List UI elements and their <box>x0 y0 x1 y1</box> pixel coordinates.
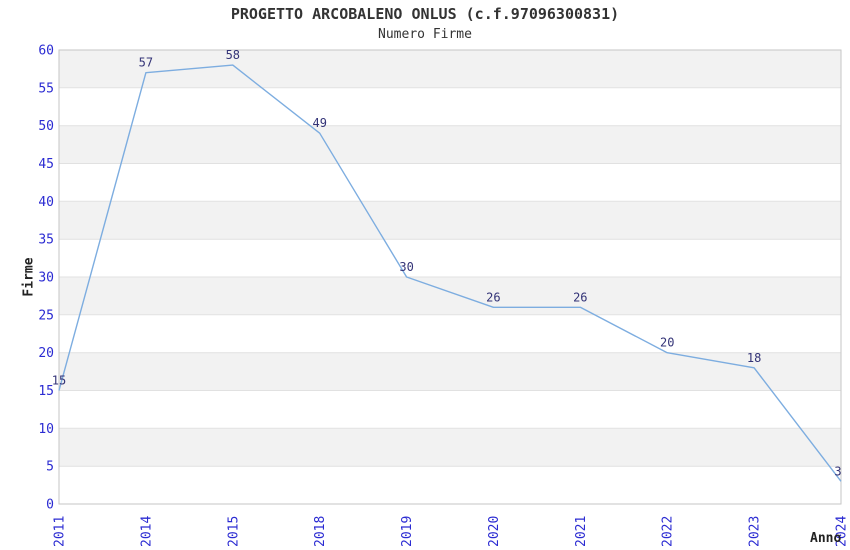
x-tick-label: 2023 <box>748 516 763 547</box>
data-point-label: 49 <box>312 116 326 130</box>
y-tick-label: 5 <box>46 460 54 475</box>
plot-band <box>59 466 841 504</box>
y-tick-label: 40 <box>38 195 54 210</box>
data-line <box>58 64 842 482</box>
plot-band <box>59 390 841 429</box>
x-tick-label: 2020 <box>487 516 502 547</box>
x-tick-label: 2019 <box>400 516 415 547</box>
y-tick-label: 10 <box>38 422 54 437</box>
plot-band <box>59 50 841 88</box>
data-point-label: 18 <box>747 351 761 365</box>
x-tick-label: 2022 <box>661 516 676 547</box>
chart-subtitle: Numero Firme <box>378 27 472 42</box>
x-tick-label: 2024 <box>835 516 850 547</box>
plot-band <box>59 163 841 202</box>
plot-band <box>59 277 841 315</box>
y-tick-label: 25 <box>38 308 54 323</box>
y-tick-label: 20 <box>38 346 54 361</box>
plot-band <box>59 239 841 277</box>
y-tick-label: 60 <box>38 44 54 59</box>
plot-border <box>58 49 842 505</box>
data-point-label: 26 <box>486 290 500 304</box>
plot-band <box>59 125 841 164</box>
chart-title: PROGETTO ARCOBALENO ONLUS (c.f.970963008… <box>230 5 620 23</box>
data-point-label: 3 <box>834 464 841 478</box>
y-tick-label: 15 <box>38 384 54 399</box>
plot-band <box>59 428 841 467</box>
data-point-label: 26 <box>573 290 587 304</box>
plot-band <box>59 352 841 391</box>
y-tick-label: 55 <box>38 81 54 96</box>
x-tick-label: 2014 <box>139 516 154 547</box>
data-point-label: 20 <box>660 336 674 350</box>
x-axis-label: Anno <box>810 531 842 546</box>
plot-band <box>59 314 841 353</box>
x-tick-label: 2018 <box>313 516 328 547</box>
data-point-label: 58 <box>226 48 240 62</box>
x-tick-label: 2015 <box>226 516 241 547</box>
x-tick-label: 2011 <box>53 516 68 547</box>
y-tick-label: 50 <box>38 119 54 134</box>
data-point-label: 57 <box>139 56 153 70</box>
plot-band <box>59 201 841 240</box>
x-tick-label: 2021 <box>574 516 589 547</box>
data-point-label: 30 <box>399 260 413 274</box>
y-tick-label: 30 <box>38 271 54 286</box>
y-tick-label: 35 <box>38 233 54 248</box>
data-point-label: 15 <box>52 374 66 388</box>
y-tick-label: 0 <box>46 498 54 513</box>
y-tick-label: 45 <box>38 157 54 172</box>
plot-band <box>59 87 841 126</box>
